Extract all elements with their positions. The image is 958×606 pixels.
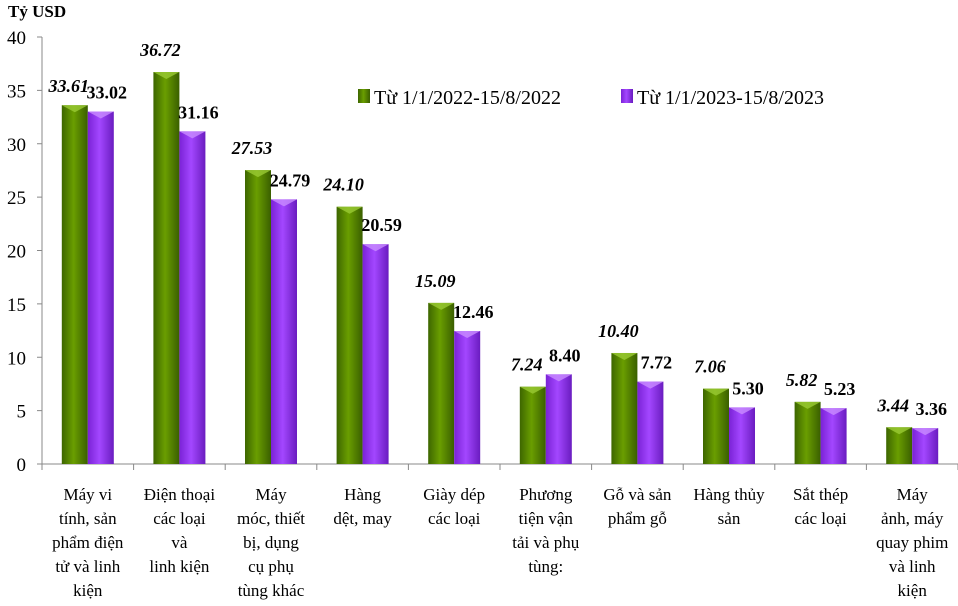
bar-top-bevel [703,388,729,396]
y-tick-label: 10 [7,348,26,369]
bar-top-bevel [454,330,481,338]
x-tick-label: Máy ảnh, máy quay phim và linh kiện [876,485,948,600]
data-label-series-1: 36.72 [139,40,181,60]
data-label-series-1: 7.24 [511,355,543,375]
bar-series-2 [179,131,206,464]
bar-top-bevel [179,131,206,139]
bar-series-1 [519,386,546,464]
y-tick-label: 35 [7,81,26,102]
y-tick-label: 15 [7,295,26,316]
x-tick-label: Giày dép các loại [423,485,485,528]
data-label-series-1: 33.61 [48,76,90,96]
y-axis-title: Tỷ USD [8,2,66,21]
data-label-series-2: 7.72 [641,353,673,373]
y-tick-label: 5 [17,402,27,423]
x-tick-label: Phương tiện vận tải và phụ tùng: [512,485,580,576]
legend-label: Từ 1/1/2022-15/8/2022 [374,87,561,109]
bar-series-1 [428,302,455,464]
data-label-series-2: 3.36 [915,399,947,419]
y-tick-label: 20 [7,242,26,263]
y-tick-label: 40 [7,28,26,49]
data-label-series-1: 10.40 [598,321,639,341]
bar-series-2 [271,199,297,464]
data-label-series-1: 24.10 [322,175,364,195]
data-label-series-1: 15.09 [415,271,456,291]
bar-top-bevel [153,72,180,80]
bar-top-bevel [729,407,755,415]
bar-top-bevel [519,386,546,394]
bar-series-1 [794,401,821,464]
data-label-series-2: 5.23 [824,379,856,399]
bar-series-1 [611,352,638,464]
x-tick-label: Hàng thủy sản [693,485,765,528]
data-label-series-2: 8.40 [549,345,581,365]
bar-series-2 [729,407,755,464]
x-tick-label: Điện thoại các loại và linh kiện [144,485,216,576]
bar-top-bevel [336,206,363,214]
bar-series-1 [61,105,88,464]
bar-series-1 [245,170,271,464]
bar-top-bevel [362,244,389,252]
bar-series-2 [362,244,389,464]
bar-top-bevel [545,374,572,382]
x-tick-label: Máy móc, thiết bị, dụng cụ phụ tùng khác [237,485,305,600]
bar-top-bevel [794,401,821,409]
bar-top-bevel [245,170,271,178]
x-tick-label: Máy vi tính, sản phẩm điện tử và linh kiện [52,485,124,600]
bar-series-1 [703,388,729,464]
bar-top-bevel [61,105,88,113]
bar-top-bevel [820,408,847,416]
legend: Từ 1/1/2022-15/8/2022 Từ 1/1/2023-15/8/20… [358,87,824,109]
x-tick-label: Sắt thép các loại [793,485,848,528]
bar-top-bevel [428,302,455,310]
y-tick-label: 25 [7,188,26,209]
data-label-series-2: 12.46 [453,302,494,322]
bar-series-1 [336,206,363,465]
data-label-series-2: 5.30 [732,378,764,398]
bar-series-2 [820,408,847,464]
bar-series-2 [87,111,114,464]
bar-top-bevel [611,352,638,360]
x-tick-label: Gỗ và sản phẩm gỗ [603,485,671,528]
bar-series-1 [153,72,180,464]
y-tick-label: 30 [7,135,26,156]
data-label-series-2: 31.16 [178,102,219,122]
bar-top-bevel [912,428,939,436]
data-label-series-1: 7.06 [694,357,726,377]
data-label-series-2: 20.59 [361,215,402,235]
data-label-series-2: 24.79 [270,170,311,190]
legend-label: Từ 1/1/2023-15/8/2023 [637,87,824,109]
data-label-series-1: 27.53 [231,138,273,158]
bar-top-bevel [87,111,114,119]
data-label-series-1: 5.82 [786,370,818,390]
bar-top-bevel [271,199,297,207]
bar-series-2 [454,330,481,464]
data-label-series-2: 33.02 [87,83,128,103]
bar-series-2 [545,374,572,464]
legend-swatch [358,89,370,103]
bar-top-bevel [637,381,664,389]
bar-top-bevel [886,427,913,435]
legend-swatch [621,89,633,103]
x-tick-label: Hàng dệt, may [333,485,392,528]
y-tick-label: 0 [17,455,27,476]
bar-series-2 [637,381,664,464]
data-label-series-1: 3.44 [876,395,909,415]
